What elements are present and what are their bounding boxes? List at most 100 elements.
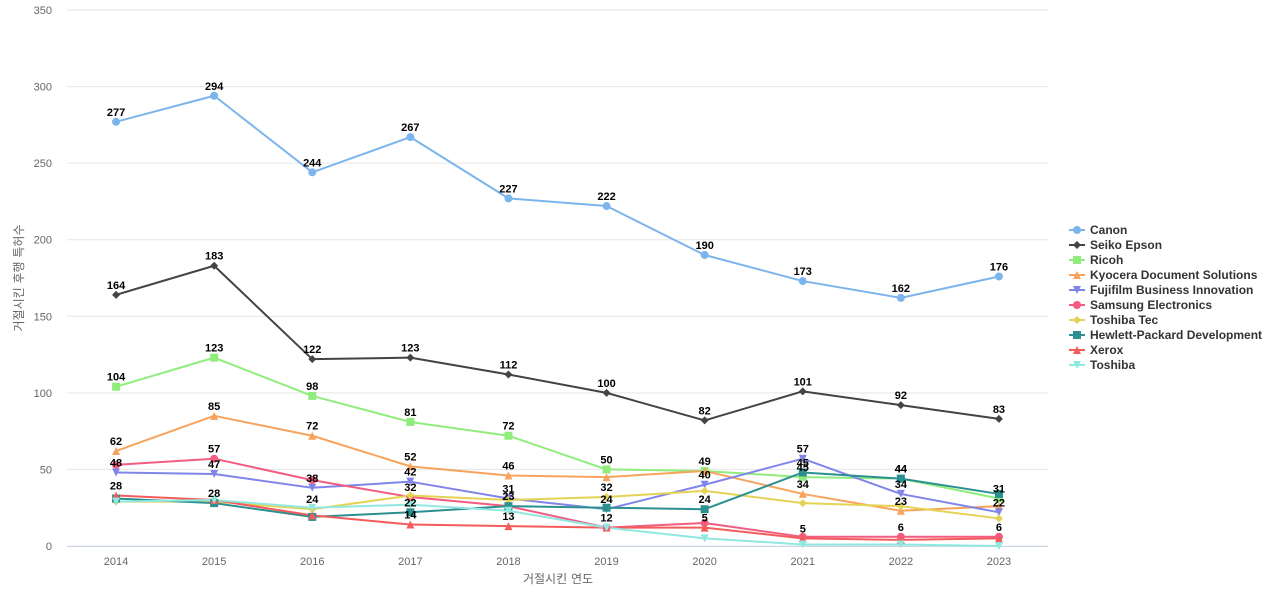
data-point <box>504 431 513 440</box>
series-markers <box>112 91 1003 550</box>
legend-marker <box>1073 226 1081 234</box>
series-line <box>115 499 1000 547</box>
data-label: 277 <box>107 107 125 119</box>
data-point <box>700 505 709 514</box>
legend-label: Toshiba Tec <box>1090 313 1159 327</box>
data-point <box>210 454 219 463</box>
legend-label: Kyocera Document Solutions <box>1090 268 1258 282</box>
data-point <box>994 514 1003 523</box>
data-label: 31 <box>993 484 1005 496</box>
data-point <box>994 272 1003 281</box>
legend-label: Toshiba <box>1090 358 1135 372</box>
data-point <box>504 496 513 505</box>
data-label: 62 <box>110 436 122 448</box>
data-label: 100 <box>597 378 615 390</box>
legend-item: Samsung Electronics <box>1069 298 1212 312</box>
x-tick-label: 2015 <box>202 556 226 568</box>
data-point <box>602 523 611 532</box>
data-point <box>994 502 1003 511</box>
legend-label: Seiko Epson <box>1090 238 1162 252</box>
data-point <box>308 431 317 440</box>
data-point <box>700 466 709 475</box>
data-label: 32 <box>404 482 416 494</box>
data-point <box>896 506 905 515</box>
data-label: 31 <box>502 484 514 496</box>
y-tick-label: 150 <box>34 311 52 323</box>
data-point <box>896 474 905 483</box>
x-tick-label: 2022 <box>889 556 913 568</box>
series-line <box>115 264 1000 422</box>
data-point <box>602 492 611 501</box>
data-point <box>210 496 219 505</box>
data-label: 47 <box>208 459 220 471</box>
data-label: 45 <box>797 462 809 474</box>
data-point <box>798 277 807 286</box>
data-label: 14 <box>404 510 417 522</box>
y-tick-label: 300 <box>34 82 52 94</box>
data-label: 173 <box>794 266 812 278</box>
data-label: 49 <box>699 456 711 468</box>
data-label: 57 <box>208 444 220 456</box>
legend-marker <box>1073 241 1081 249</box>
data-label: 44 <box>895 464 908 476</box>
data-label: 227 <box>499 183 517 195</box>
data-point <box>406 477 415 486</box>
data-label: 28 <box>110 480 122 492</box>
legend-item: Kyocera Document Solutions <box>1069 268 1258 282</box>
legend-item: Ricoh <box>1069 253 1123 267</box>
data-point <box>896 540 905 549</box>
data-point <box>602 388 611 397</box>
data-label: 40 <box>699 470 711 482</box>
data-point <box>406 500 415 509</box>
data-label: 34 <box>797 479 810 491</box>
data-point <box>406 353 415 362</box>
data-point <box>994 534 1003 543</box>
data-point <box>308 476 317 485</box>
y-tick-label: 100 <box>34 388 52 400</box>
data-label: 6 <box>898 522 904 534</box>
series-line <box>115 356 1000 500</box>
series-lines <box>115 94 1000 547</box>
data-point <box>308 168 317 177</box>
data-point <box>700 416 709 425</box>
data-label: 267 <box>401 122 419 134</box>
data-point <box>112 497 121 506</box>
data-label: 44 <box>895 464 908 476</box>
data-label: 222 <box>597 191 615 203</box>
data-label: 190 <box>695 240 713 252</box>
data-label: 294 <box>205 81 224 93</box>
legend-item: Toshiba <box>1069 358 1135 372</box>
data-point <box>504 471 513 480</box>
data-label: 183 <box>205 251 223 263</box>
data-point <box>308 503 317 512</box>
data-label: 162 <box>892 283 910 295</box>
x-tick-label: 2014 <box>104 556 128 568</box>
data-label: 83 <box>993 404 1005 416</box>
data-label: 5 <box>800 523 806 535</box>
data-label: 24 <box>600 494 613 506</box>
x-axis-title: 거절시킨 연도 <box>523 572 593 586</box>
legend-marker <box>1073 256 1081 264</box>
data-point <box>700 534 709 543</box>
data-point <box>798 387 807 396</box>
data-label: 72 <box>306 421 318 433</box>
x-tick-label: 2020 <box>692 556 716 568</box>
legend-label: Canon <box>1090 223 1127 237</box>
data-label: 48 <box>110 457 122 469</box>
data-point <box>700 523 709 532</box>
data-label: 123 <box>205 343 223 355</box>
data-label: 5 <box>702 513 708 525</box>
data-point <box>798 468 807 477</box>
data-point <box>994 414 1003 423</box>
data-label: 85 <box>208 401 220 413</box>
series-line <box>115 414 1000 512</box>
data-point <box>700 251 709 260</box>
legend-marker <box>1073 286 1081 294</box>
y-tick-label: 350 <box>34 5 52 17</box>
y-tick-label: 50 <box>40 464 52 476</box>
data-point <box>112 382 121 391</box>
legend-label: Xerox <box>1090 343 1124 357</box>
legend-marker <box>1073 346 1081 354</box>
legend-marker <box>1073 331 1081 339</box>
